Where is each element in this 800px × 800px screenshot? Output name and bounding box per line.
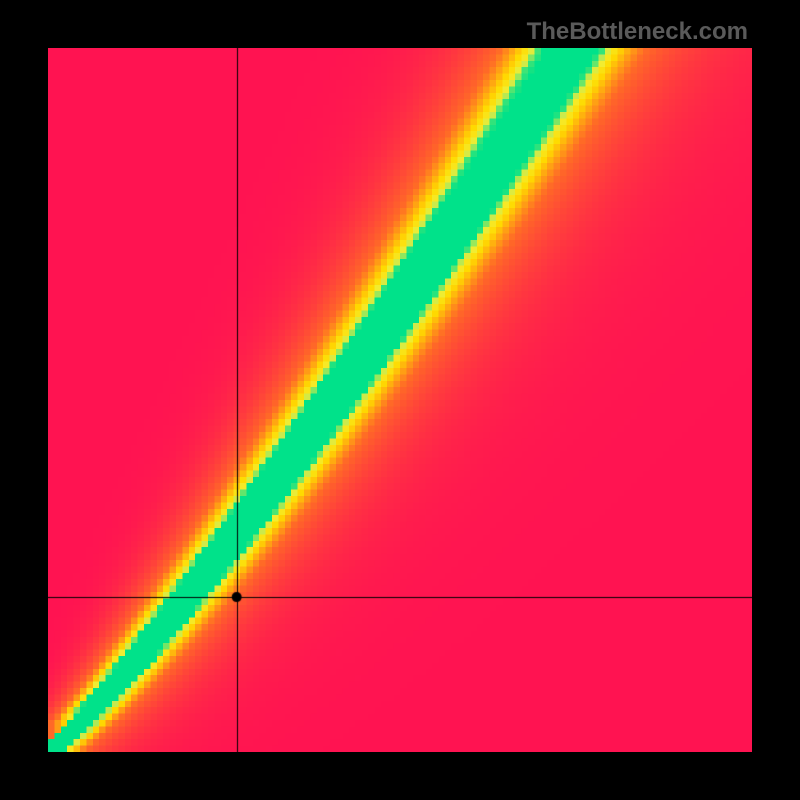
chart-container: TheBottleneck.com — [0, 0, 800, 800]
crosshair-overlay — [48, 48, 752, 752]
watermark-label: TheBottleneck.com — [527, 18, 748, 46]
